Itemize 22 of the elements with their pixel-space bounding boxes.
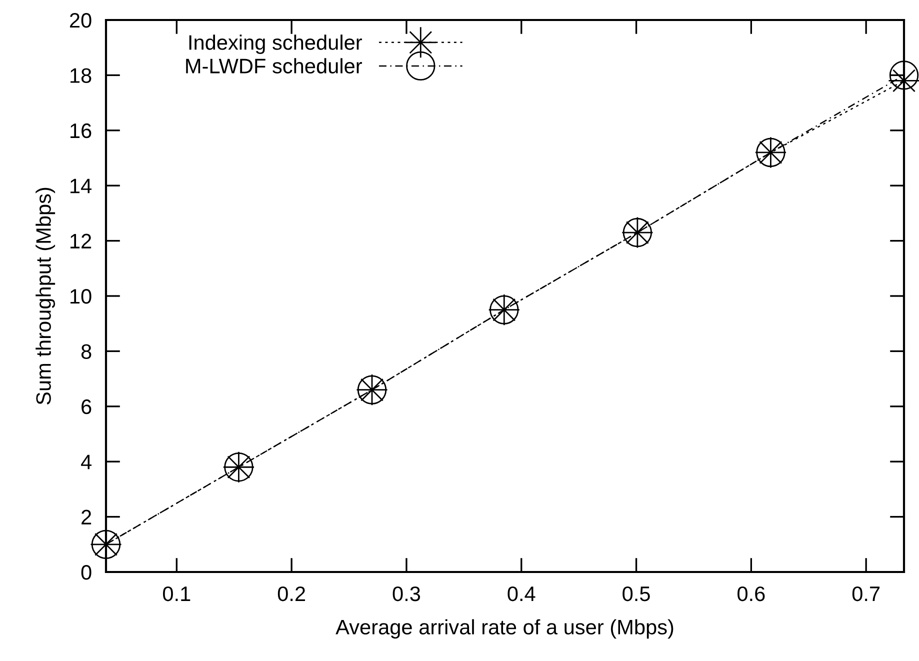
y-tick-label: 20	[70, 13, 92, 28]
y-tick-label: 2	[82, 510, 92, 524]
y-axis-title: Sum throughput (Mbps)	[36, 188, 56, 404]
y-tick-label: 18	[70, 68, 92, 83]
legend-label: M-LWDF scheduler	[186, 58, 362, 74]
y-tick-label: 4	[81, 454, 92, 470]
x-tick-label: 0.4	[508, 586, 536, 602]
y-tick-label: 10	[70, 289, 92, 304]
y-tick-label: 14	[70, 178, 92, 194]
y-tick-label: 0	[81, 565, 92, 580]
x-tick-label: 0.7	[852, 586, 880, 602]
x-tick-label: 0.5	[622, 586, 650, 602]
y-tick-label: 6	[82, 399, 92, 414]
x-tick-label: 0.6	[738, 586, 765, 602]
y-tick-label: 12	[70, 234, 92, 248]
y-tick-label: 8	[81, 344, 92, 359]
legend-label: Indexing scheduler	[189, 34, 362, 54]
x-tick-label: 0.1	[163, 586, 190, 602]
x-tick-label: 0.3	[392, 586, 420, 602]
y-tick-label: 16	[70, 123, 92, 138]
x-axis-title: Average arrival rate of a user (Mbps)	[336, 619, 674, 639]
x-tick-label: 0.2	[278, 586, 306, 602]
